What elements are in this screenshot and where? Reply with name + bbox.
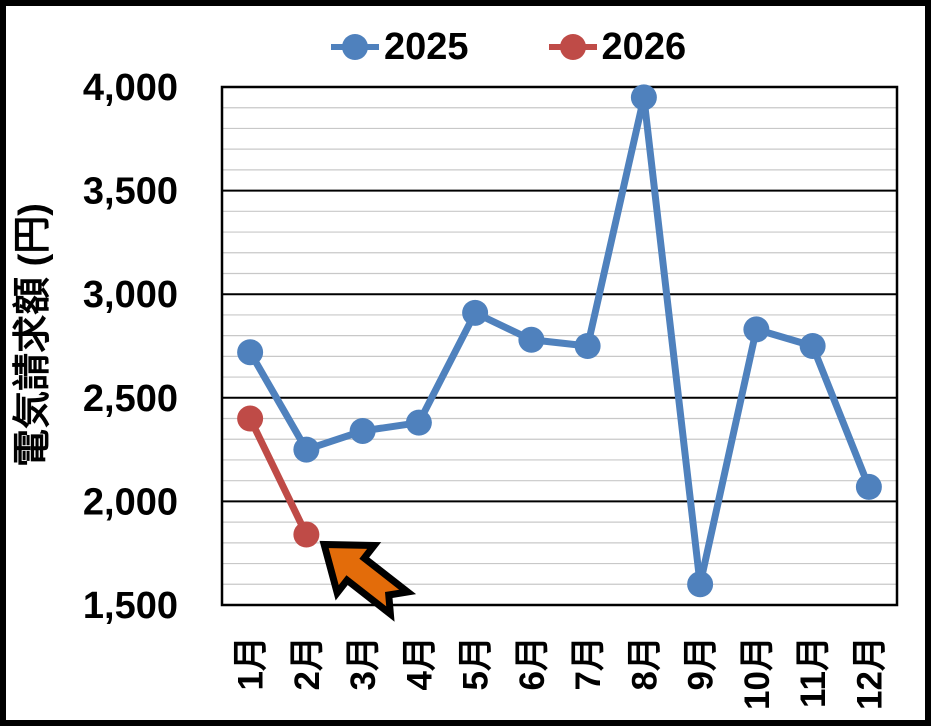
- legend-item-2025[interactable]: 2025: [331, 28, 469, 66]
- y-axis-tick-label: 4,000: [83, 67, 178, 109]
- legend-marker-2025-icon: [331, 34, 379, 60]
- y-axis-tick-label: 3,000: [83, 274, 178, 316]
- x-axis-tick-label: 5月: [457, 636, 496, 690]
- plot-area: 4,000 3,500 3,000 2,500 2,000 1,500 1月 2月 3月 4月 5月…: [83, 67, 899, 710]
- data-point-2025-10[interactable]: [743, 316, 770, 343]
- data-point-2025-5[interactable]: [462, 299, 489, 326]
- data-point-2025-11[interactable]: [799, 333, 826, 359]
- x-axis-tick-label: 6月: [513, 636, 552, 690]
- x-axis-tick-label: 9月: [682, 636, 721, 690]
- data-point-2025-7[interactable]: [574, 333, 601, 359]
- x-axis-tick-label: 4月: [400, 636, 439, 690]
- x-axis-tick-label: 11月: [794, 636, 833, 708]
- y-axis-tick-label: 1,500: [83, 585, 178, 627]
- data-point-2025-4[interactable]: [405, 409, 432, 436]
- data-point-2025-2[interactable]: [293, 436, 320, 463]
- data-point-2026-1[interactable]: [237, 405, 264, 432]
- x-axis-tick-label: 2月: [288, 636, 327, 690]
- x-axis-tick-label: 3月: [344, 636, 383, 690]
- y-axis-tick-label: 3,500: [83, 171, 178, 213]
- x-axis-tick-label: 8月: [625, 636, 664, 690]
- x-axis-tick-label: 10月: [738, 636, 777, 710]
- data-point-2026-2[interactable]: [293, 521, 320, 548]
- data-point-2025-9[interactable]: [687, 571, 714, 598]
- x-axis-tick-label: 12月: [850, 636, 889, 710]
- x-axis-tick-label: 7月: [569, 636, 608, 690]
- legend-item-2026[interactable]: 2026: [548, 26, 687, 68]
- data-point-2025-8[interactable]: [630, 84, 657, 111]
- legend-label-2025: 2025: [384, 26, 469, 68]
- legend: 2025 2026: [331, 28, 686, 66]
- data-point-2025-12[interactable]: [855, 473, 882, 500]
- legend-label-2026: 2026: [601, 26, 687, 68]
- series-line-2026: [246, 415, 310, 539]
- data-point-2025-1[interactable]: [237, 339, 264, 366]
- x-axis-tick-label: 1月: [232, 636, 271, 690]
- data-point-2025-3[interactable]: [349, 417, 376, 444]
- plot-border: [220, 85, 899, 607]
- y-axis-tick-label: 2,000: [83, 481, 178, 523]
- legend-marker-2026-icon: [548, 34, 597, 60]
- y-axis-tick-label: 2,500: [83, 378, 178, 420]
- data-point-2025-6[interactable]: [518, 326, 545, 353]
- annotation-arrow-icon: [319, 540, 417, 622]
